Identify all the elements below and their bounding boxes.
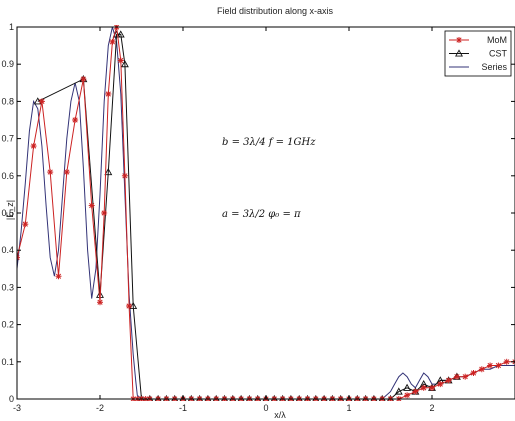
mom-point (88, 202, 95, 209)
mom-point (456, 37, 462, 43)
axes: -3 -2 -1 0 1 2 0 0.1 0.2 0.3 0.4 0.5 0.6 0.7 0.8 0.9 1 (1, 22, 515, 413)
y-tick-label: 0.7 (1, 134, 14, 144)
mom-point (105, 90, 112, 97)
y-tick-label: 0.4 (1, 245, 14, 255)
legend-label: CST (489, 49, 508, 59)
x-tick-label: -1 (179, 403, 187, 413)
cst-point (394, 387, 403, 395)
legend-item-cst: CST (449, 49, 508, 59)
mom-point (404, 392, 411, 399)
mom-point (478, 366, 485, 373)
mom-point (101, 210, 108, 216)
mom-point (72, 117, 79, 123)
mom-point (470, 369, 477, 376)
mom-point (462, 373, 469, 380)
cst-point (455, 49, 463, 57)
mom-point (117, 57, 124, 64)
mom-point (126, 303, 133, 309)
legend-label: Series (481, 62, 507, 72)
cst-point (403, 383, 412, 391)
annotation-a-phi: a = 3λ/2 φ₀ = π (222, 209, 301, 220)
mom-point (80, 76, 87, 83)
y-tick-label: 0.3 (1, 282, 14, 292)
y-tick-label: 0.9 (1, 59, 14, 69)
mom-point (437, 381, 444, 388)
mom-point (429, 384, 435, 391)
mom-point (63, 169, 70, 176)
mom-point (453, 373, 460, 380)
mom-point (445, 377, 452, 384)
y-tick-label: 0.6 (1, 171, 14, 181)
y-tick-label: 0.2 (1, 320, 14, 330)
x-tick-label: 0 (263, 403, 268, 413)
mom-point (38, 98, 45, 105)
cst-point (116, 30, 125, 38)
mom-point (420, 384, 427, 391)
mom-point (22, 221, 29, 228)
chart-title: Field distribution along x-axis (217, 6, 334, 16)
y-tick-label: 1 (9, 22, 14, 32)
cst-point (104, 167, 113, 176)
y-tick-label: 0.1 (1, 357, 14, 367)
x-tick-label: -3 (13, 403, 21, 413)
annotation-b-f: b = 3λ/4 f = 1GHz (222, 137, 316, 148)
mom-point (503, 358, 510, 365)
mom-point (412, 388, 419, 395)
mom-point (97, 299, 103, 306)
x-tick-label: 1 (346, 403, 351, 413)
mom-point (47, 169, 54, 176)
legend-item-series: Series (449, 62, 507, 72)
cst-point (120, 60, 129, 68)
mom-point (17, 254, 20, 261)
mom-point (495, 362, 502, 369)
y-tick-label: 0.5 (1, 208, 14, 218)
mom-point (487, 362, 494, 369)
y-tick-label: 0 (9, 394, 14, 404)
mom-point (55, 273, 62, 280)
x-tick-label: -2 (96, 403, 104, 413)
mom-point (121, 172, 128, 179)
legend-item-mom: MoM (449, 35, 507, 45)
mom-point (109, 38, 116, 45)
x-axis-label: x/λ (274, 410, 286, 420)
x-tick-label: 2 (429, 403, 434, 413)
mom-point (30, 143, 37, 150)
legend: MoM CST Series (444, 30, 512, 77)
y-tick-label: 0.8 (1, 96, 14, 106)
legend-label: MoM (487, 35, 507, 45)
y-axis-label: |E_z| (5, 200, 15, 220)
